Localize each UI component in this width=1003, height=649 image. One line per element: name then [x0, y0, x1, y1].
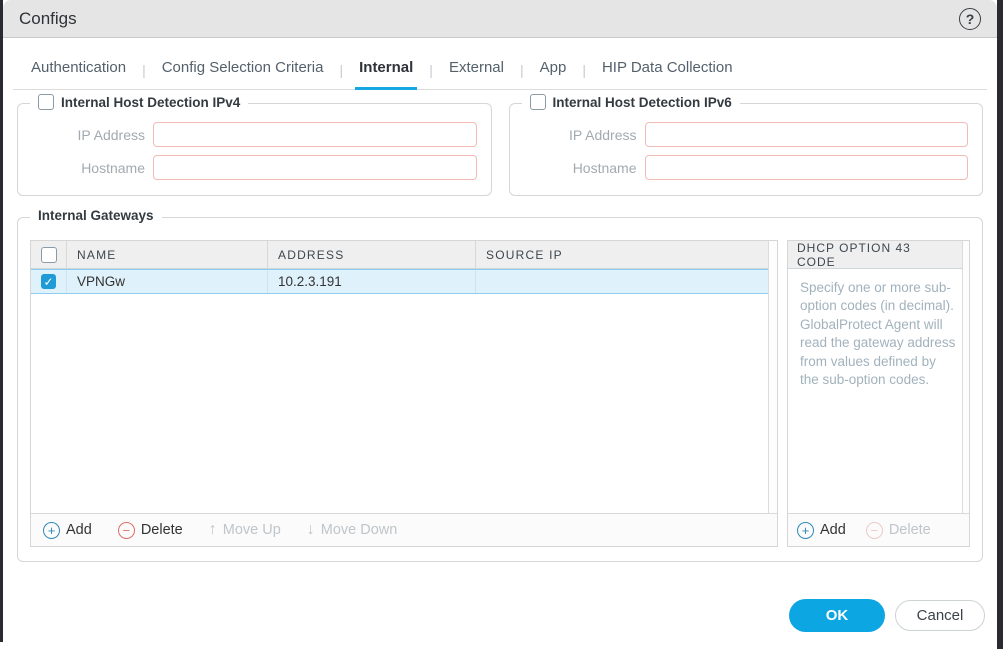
dhcp-add-button[interactable]: + Add [797, 521, 846, 539]
gateways-table: NAME ADDRESS SOURCE IP ✓ VPNGw 10.2.3.19… [30, 240, 778, 547]
arrow-up-icon: ↑ [208, 521, 217, 538]
gateways-group-legend: Internal Gateways [30, 208, 162, 223]
gateways-group-title: Internal Gateways [38, 208, 154, 223]
row-name-cell: VPNGw [67, 270, 268, 293]
ipv4-ip-address-label: IP Address [77, 126, 145, 143]
internal-host-detection-ipv6-group: Internal Host Detection IPv6 IP Address … [508, 94, 983, 196]
dhcp-header-label: DHCP OPTION 43 CODE [797, 240, 911, 269]
dhcp-delete-button[interactable]: − Delete [865, 521, 931, 539]
plus-circle-icon: + [43, 521, 60, 539]
tab-external[interactable]: External [448, 59, 504, 76]
dialog-title: Configs [19, 8, 77, 28]
tab-bar: Authentication | Config Selection Criter… [13, 38, 987, 90]
delete-label: Delete [140, 522, 183, 538]
dhcp-help-text: Specify one or more sub-option codes (in… [800, 280, 956, 388]
internal-host-detection-ipv4-group: Internal Host Detection IPv4 IP Address … [17, 94, 492, 196]
move-down-button[interactable]: ↓ Move Down [307, 521, 398, 539]
internal-gateways-group: Internal Gateways NAME ADDRESS SOURCE IP… [17, 208, 983, 562]
select-all-checkbox[interactable] [40, 246, 57, 263]
column-header-source-ip[interactable]: SOURCE IP [486, 247, 563, 262]
move-down-label: Move Down [320, 522, 398, 538]
gateways-toolbar: + Add − Delete ↑ Move Up ↓ Move Down [31, 513, 777, 546]
window-edge-right [997, 0, 1003, 649]
row-checkbox[interactable]: ✓ [41, 274, 56, 289]
ipv4-hostname-input[interactable] [153, 155, 477, 180]
tab-internal[interactable]: Internal [355, 59, 418, 90]
add-gateway-button[interactable]: + Add [43, 521, 92, 539]
dhcp-add-label: Add [820, 522, 846, 538]
tab-authentication[interactable]: Authentication [31, 59, 127, 76]
ipv6-enable-checkbox[interactable] [529, 94, 546, 110]
gateways-body: NAME ADDRESS SOURCE IP ✓ VPNGw 10.2.3.19… [30, 240, 970, 547]
tab-divider: | [339, 62, 344, 78]
ipv4-hostname-row: Hostname [18, 155, 477, 180]
minus-circle-icon: − [117, 521, 135, 539]
ipv6-ip-address-input[interactable] [644, 122, 968, 147]
ok-button[interactable]: OK [789, 599, 885, 632]
move-up-button[interactable]: ↑ Move Up [209, 521, 281, 539]
host-detection-row: Internal Host Detection IPv4 IP Address … [17, 90, 983, 196]
row-checkbox-cell: ✓ [31, 270, 67, 293]
ipv6-hostname-label: Hostname [572, 159, 637, 176]
delete-gateway-button[interactable]: − Delete [117, 521, 183, 539]
dialog-footer: OK Cancel [789, 599, 985, 632]
ipv6-group-title: Internal Host Detection IPv6 [552, 94, 732, 110]
gateways-table-header: NAME ADDRESS SOURCE IP [31, 241, 777, 269]
ipv4-group-title: Internal Host Detection IPv4 [61, 94, 241, 110]
row-address-cell: 10.2.3.191 [268, 270, 476, 293]
ipv4-group-legend: Internal Host Detection IPv4 [30, 94, 249, 110]
column-header-name[interactable]: NAME [67, 241, 268, 268]
ipv6-hostname-row: Hostname [510, 155, 968, 180]
configs-dialog: Configs ? Authentication | Config Select… [3, 0, 997, 649]
tab-divider: | [519, 62, 524, 78]
dhcp-panel-header: DHCP OPTION 43 CODE [788, 241, 969, 269]
dialog-titlebar: Configs ? [3, 0, 997, 38]
dhcp-delete-label: Delete [888, 522, 931, 538]
column-header-address[interactable]: ADDRESS [268, 241, 476, 268]
dhcp-toolbar: + Add − Delete [788, 513, 969, 546]
cancel-button[interactable]: Cancel [895, 600, 985, 631]
ipv6-hostname-input[interactable] [644, 155, 968, 180]
ipv4-ip-address-row: IP Address [18, 122, 477, 147]
arrow-down-icon: ↓ [306, 521, 315, 538]
dhcp-scrollbar-gutter [962, 241, 969, 513]
select-all-header-cell [31, 241, 67, 268]
ipv4-enable-checkbox[interactable] [38, 94, 54, 110]
ipv4-ip-address-input[interactable] [153, 122, 477, 147]
tab-hip-data-collection[interactable]: HIP Data Collection [601, 59, 733, 76]
ipv6-ip-address-row: IP Address [510, 122, 968, 147]
tab-divider: | [582, 62, 586, 78]
row-source-ip-cell [476, 270, 768, 293]
minus-circle-icon: − [865, 521, 883, 539]
ipv4-hostname-label: Hostname [81, 159, 145, 176]
tab-app[interactable]: App [539, 59, 567, 76]
table-scrollbar-gutter [768, 241, 777, 513]
tab-config-selection-criteria[interactable]: Config Selection Criteria [161, 59, 324, 76]
tab-divider: | [429, 62, 433, 78]
table-empty-area [31, 294, 777, 513]
dhcp-option-43-panel: DHCP OPTION 43 CODE Specify one or more … [787, 240, 970, 547]
window-edge-left [0, 0, 3, 642]
move-up-label: Move Up [222, 522, 281, 538]
add-label: Add [66, 522, 92, 538]
dhcp-empty-area [788, 400, 969, 513]
ipv6-group-legend: Internal Host Detection IPv6 [521, 94, 740, 110]
tab-divider: | [142, 62, 146, 78]
plus-circle-icon: + [797, 521, 814, 539]
gateway-table-row[interactable]: ✓ VPNGw 10.2.3.191 [31, 269, 768, 294]
help-icon[interactable]: ? [959, 7, 981, 30]
ipv6-ip-address-label: IP Address [569, 126, 637, 143]
